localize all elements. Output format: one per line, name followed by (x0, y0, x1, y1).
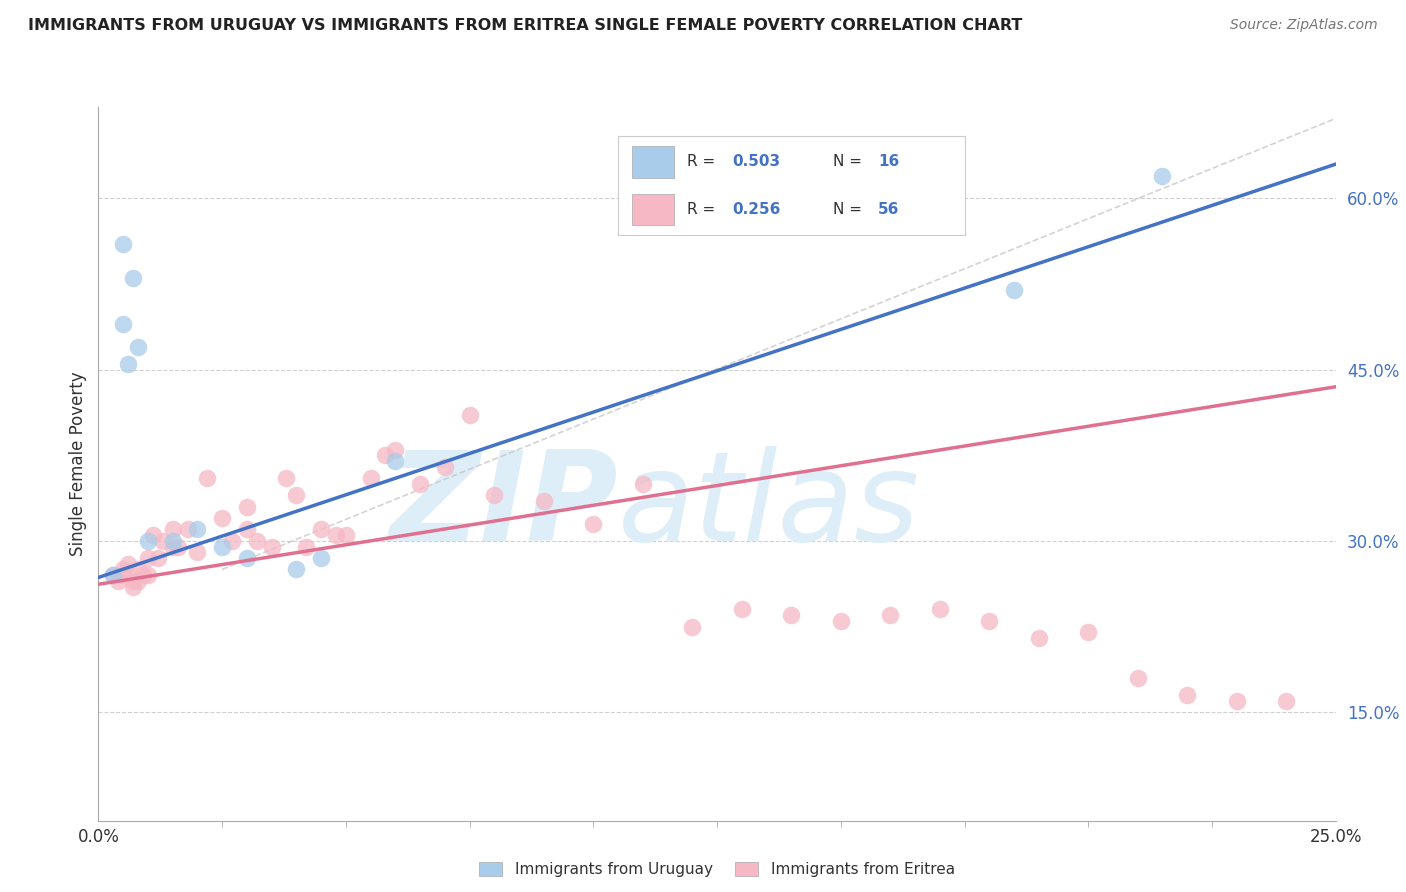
Point (433, 459, 456, 474)
Point (582, 516, 605, 531)
Point (1077, 625, 1099, 640)
Point (309, 523, 332, 537)
Point (127, 562, 149, 576)
Point (211, 511, 233, 525)
Point (122, 271, 145, 285)
Point (221, 533, 243, 548)
Point (136, 533, 159, 548)
Point (1175, 688, 1198, 702)
Point (260, 540, 283, 554)
Point (103, 568, 125, 582)
Point (780, 608, 803, 623)
Point (122, 574, 145, 588)
Point (384, 454, 406, 468)
Point (122, 580, 145, 594)
Point (186, 523, 208, 537)
Point (325, 528, 347, 542)
Point (830, 614, 852, 628)
Point (146, 551, 169, 566)
Point (112, 237, 135, 252)
Point (335, 528, 357, 542)
Point (285, 562, 308, 576)
Point (152, 533, 174, 548)
Point (132, 568, 155, 582)
Text: Source: ZipAtlas.com: Source: ZipAtlas.com (1230, 18, 1378, 32)
Point (236, 551, 259, 566)
Point (409, 476, 432, 491)
Y-axis label: Single Female Poverty: Single Female Poverty (69, 372, 87, 556)
Point (360, 471, 382, 485)
Point (162, 540, 184, 554)
Point (631, 476, 654, 491)
Point (117, 357, 139, 371)
Point (112, 568, 135, 582)
Point (1152, 169, 1174, 183)
Point (928, 602, 950, 616)
Point (1028, 631, 1050, 645)
Point (136, 568, 159, 582)
Point (127, 574, 149, 588)
Point (236, 523, 259, 537)
Point (211, 540, 233, 554)
Point (879, 608, 901, 623)
Point (681, 619, 703, 633)
Point (374, 448, 396, 462)
Point (112, 562, 135, 576)
Point (276, 471, 298, 485)
Point (458, 409, 481, 423)
Point (1275, 694, 1298, 708)
Point (103, 568, 125, 582)
Point (484, 488, 506, 502)
Point (107, 574, 129, 588)
Point (142, 528, 165, 542)
Point (295, 540, 318, 554)
Point (384, 442, 406, 457)
Point (285, 488, 308, 502)
Point (162, 533, 184, 548)
Point (166, 540, 188, 554)
Point (176, 523, 198, 537)
Point (979, 614, 1001, 628)
Text: atlas: atlas (619, 446, 920, 567)
Point (195, 471, 218, 485)
Legend: Immigrants from Uruguay, Immigrants from Eritrea: Immigrants from Uruguay, Immigrants from… (479, 863, 955, 877)
Point (117, 557, 139, 571)
Point (1002, 283, 1025, 297)
Text: IMMIGRANTS FROM URUGUAY VS IMMIGRANTS FROM ERITREA SINGLE FEMALE POVERTY CORRELA: IMMIGRANTS FROM URUGUAY VS IMMIGRANTS FR… (28, 18, 1022, 33)
Point (533, 494, 555, 508)
Text: ZIP: ZIP (389, 446, 619, 567)
Point (236, 500, 259, 514)
Point (127, 340, 149, 354)
Point (246, 533, 269, 548)
Point (731, 602, 754, 616)
Point (112, 317, 135, 331)
Point (1126, 671, 1149, 685)
Point (162, 523, 184, 537)
Point (1226, 694, 1249, 708)
Point (309, 551, 332, 566)
Point (186, 545, 208, 559)
Point (136, 551, 159, 566)
